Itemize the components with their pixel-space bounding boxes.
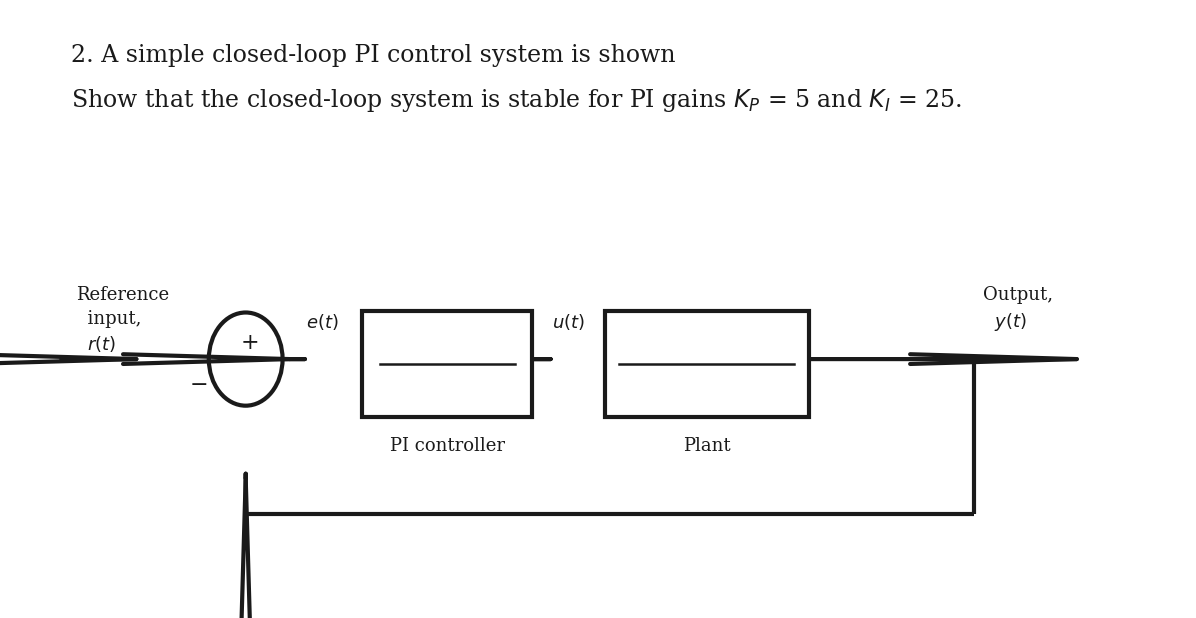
Text: $u(t)$: $u(t)$ xyxy=(551,312,585,332)
Text: $e(t)$: $e(t)$ xyxy=(306,312,338,332)
Text: 2. A simple closed-loop PI control system is shown: 2. A simple closed-loop PI control syste… xyxy=(71,44,676,67)
Text: $K_Ps + K_I$: $K_Ps + K_I$ xyxy=(410,332,484,353)
Text: +: + xyxy=(240,332,258,353)
Text: $(s+2)(s+8)$: $(s+2)(s+8)$ xyxy=(649,375,764,396)
Text: Reference
  input,
  $r(t)$: Reference input, $r(t)$ xyxy=(75,286,169,354)
Text: Output,
  $y(t)$: Output, $y(t)$ xyxy=(983,286,1054,332)
Text: PI controller: PI controller xyxy=(390,437,505,455)
Text: $s$: $s$ xyxy=(441,376,453,395)
Text: −: − xyxy=(190,374,208,396)
Bar xyxy=(362,311,532,417)
Text: 1: 1 xyxy=(700,334,713,355)
Text: Plant: Plant xyxy=(683,437,731,455)
Bar xyxy=(605,311,808,417)
Text: Show that the closed-loop system is stable for PI gains $K_P$ = 5 and $K_I$ = 25: Show that the closed-loop system is stab… xyxy=(71,87,962,114)
